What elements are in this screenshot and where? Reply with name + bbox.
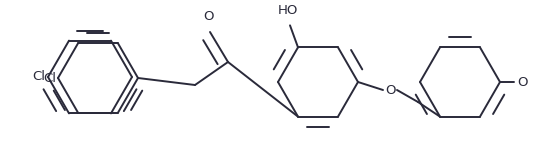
Text: Cl: Cl [32,70,45,84]
Text: HO: HO [278,4,298,17]
Text: O: O [386,84,396,96]
Text: Cl: Cl [43,72,56,84]
Text: O: O [517,75,527,88]
Text: O: O [203,10,213,23]
